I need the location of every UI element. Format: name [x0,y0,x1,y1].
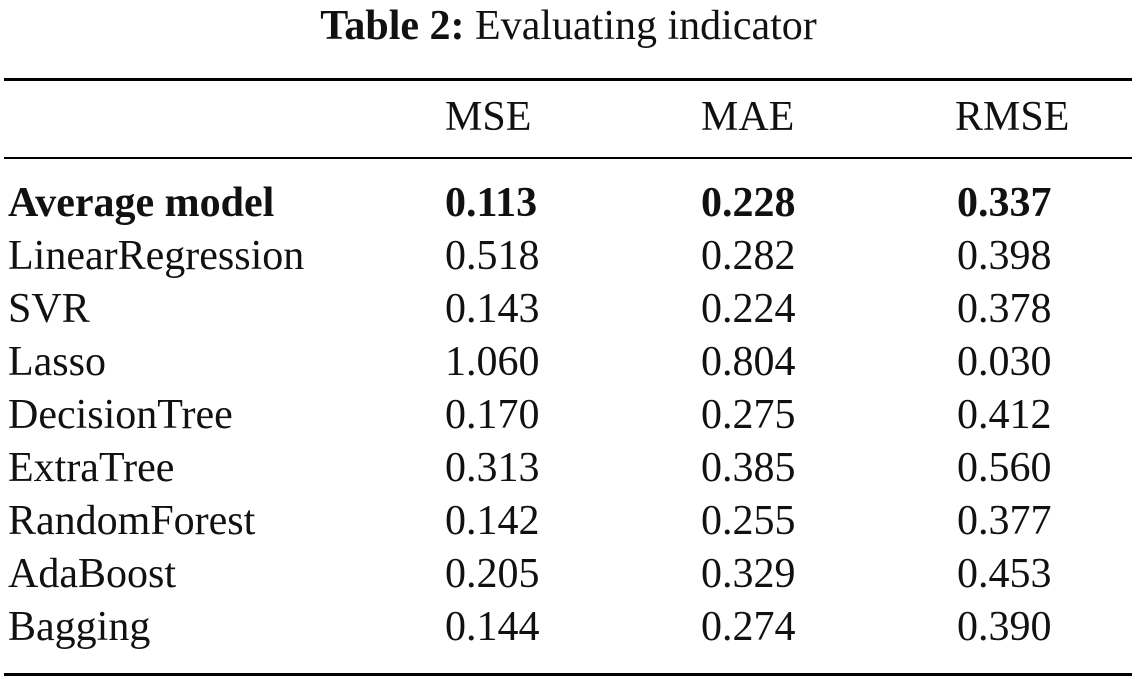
row-rmse-value: 0.377 [957,498,1052,544]
header-cell-mae: MAE [701,94,795,140]
row-mae-value: 0.385 [701,445,796,491]
header-cell-rmse: RMSE [955,94,1070,140]
row-mse-value: 0.205 [445,551,540,597]
row-mae-value: 0.282 [701,233,796,279]
row-mse-value: 1.060 [445,339,540,385]
table-caption-label: Table 2: [320,3,465,49]
row-mae-value: 0.228 [701,180,796,226]
row-rmse-value: 0.398 [957,233,1052,279]
row-model-name: Average model [8,180,275,226]
row-mae-value: 0.255 [701,498,796,544]
table-caption: Table 2: Evaluating indicator [0,0,1137,56]
row-mae-value: 0.804 [701,339,796,385]
header-cell-mse: MSE [445,94,532,140]
row-model-name: Lasso [8,339,106,385]
row-mse-value: 0.113 [445,180,538,226]
row-mae-value: 0.274 [701,604,796,650]
row-model-name: LinearRegression [8,233,305,279]
table-top-rule [4,78,1132,81]
row-rmse-value: 0.412 [957,392,1052,438]
table-header-rule [4,157,1132,159]
row-model-name: SVR [8,286,90,332]
row-rmse-value: 0.378 [957,286,1052,332]
row-model-name: AdaBoost [8,551,176,597]
table-bottom-rule [4,673,1132,676]
table-row-bagging: Bagging 0.144 0.274 0.390 [0,601,1137,654]
row-rmse-value: 0.337 [957,180,1052,226]
row-rmse-value: 0.030 [957,339,1052,385]
row-model-name: RandomForest [8,498,256,544]
table-row-lasso: Lasso 1.060 0.804 0.030 [0,336,1137,389]
row-mse-value: 0.170 [445,392,540,438]
table-caption-text: Evaluating indicator [475,3,817,49]
table-row-linear-regression: LinearRegression 0.518 0.282 0.398 [0,230,1137,283]
row-mae-value: 0.329 [701,551,796,597]
table-row-average-model: Average model 0.113 0.228 0.337 [0,177,1137,230]
row-mse-value: 0.142 [445,498,540,544]
table-row-svr: SVR 0.143 0.224 0.378 [0,283,1137,336]
row-mse-value: 0.143 [445,286,540,332]
row-mse-value: 0.144 [445,604,540,650]
table-row-extra-tree: ExtraTree 0.313 0.385 0.560 [0,442,1137,495]
row-model-name: ExtraTree [8,445,175,491]
row-model-name: DecisionTree [8,392,233,438]
table-header-row: MSE MAE RMSE [0,92,1137,142]
row-mae-value: 0.275 [701,392,796,438]
row-rmse-value: 0.390 [957,604,1052,650]
row-rmse-value: 0.453 [957,551,1052,597]
row-mse-value: 0.518 [445,233,540,279]
table-row-random-forest: RandomForest 0.142 0.255 0.377 [0,495,1137,548]
table-row-decision-tree: DecisionTree 0.170 0.275 0.412 [0,389,1137,442]
row-mae-value: 0.224 [701,286,796,332]
row-mse-value: 0.313 [445,445,540,491]
row-model-name: Bagging [8,604,151,650]
row-rmse-value: 0.560 [957,445,1052,491]
table-row-adaboost: AdaBoost 0.205 0.329 0.453 [0,548,1137,601]
